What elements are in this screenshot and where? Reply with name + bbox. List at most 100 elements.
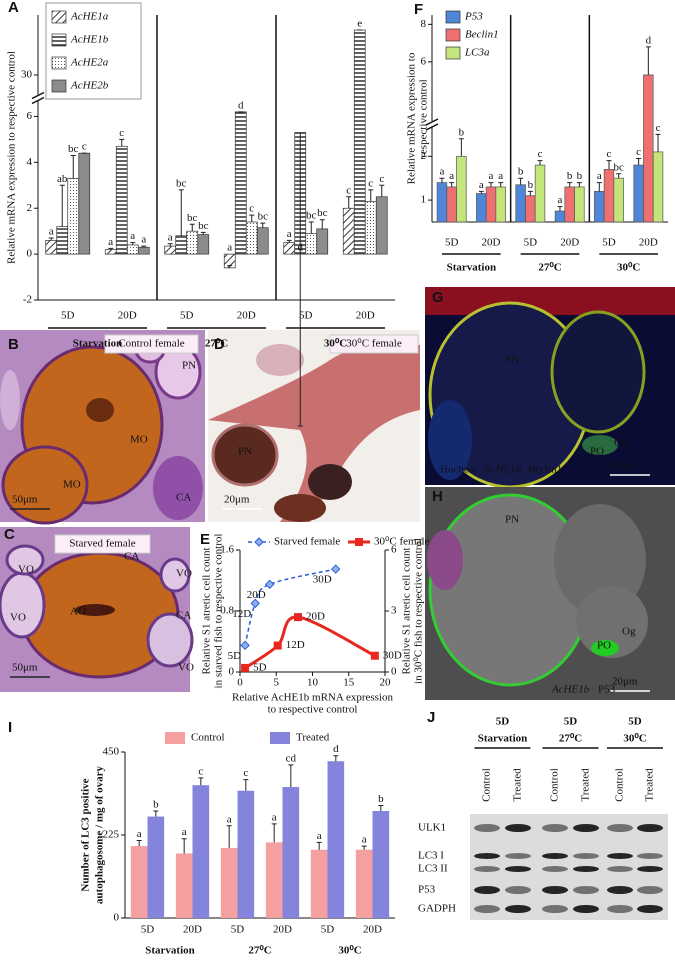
- bar: [554, 210, 566, 223]
- error-bar: [537, 160, 543, 166]
- bar: [175, 853, 193, 918]
- column-condition: 27⁰C: [559, 733, 582, 745]
- significance-letter: c: [636, 146, 641, 158]
- x-tick-label: 5D: [231, 924, 245, 936]
- error-bar: [439, 177, 445, 183]
- legend-label: Starved female: [274, 536, 340, 548]
- bar: [353, 29, 366, 255]
- scale-label: 50μm: [12, 662, 38, 674]
- error-bar: [361, 845, 367, 850]
- error-bar: [449, 182, 455, 187]
- legend-swatch: [165, 732, 185, 744]
- x-axis-title: Relative AcHE1b mRNA expression: [232, 692, 394, 704]
- significance-letter: bc: [198, 220, 209, 232]
- x-tick-label: 20: [380, 677, 392, 689]
- bar: [375, 196, 388, 255]
- series-line: [244, 615, 376, 670]
- row-label: LC3 II: [418, 863, 448, 875]
- significance-letter: c: [119, 127, 124, 139]
- x-tick-label: 5D: [445, 237, 459, 249]
- error-bar: [527, 190, 533, 196]
- point: [240, 640, 250, 651]
- significance-letter: a: [227, 242, 232, 254]
- x-tick-label: 20D: [118, 310, 137, 322]
- significance-letter: a: [597, 170, 602, 182]
- error-bar: [200, 231, 206, 235]
- axis-break: [425, 118, 439, 126]
- x-tick-label: 20D: [482, 237, 501, 249]
- significance-letter: c: [198, 765, 203, 777]
- significance-letter: b: [567, 170, 573, 182]
- significance-letter: bc: [258, 211, 269, 223]
- column-condition: Starvation: [478, 733, 528, 745]
- bar: [256, 227, 269, 255]
- x-tick-label: 5D: [299, 310, 313, 322]
- y-axis-title: in 30⁰C fish to respective control: [413, 538, 425, 684]
- legend-swatch: [51, 79, 67, 93]
- error-bar: [378, 804, 384, 812]
- lane-label: Control: [614, 768, 626, 802]
- column-condition: 30⁰C: [623, 733, 646, 745]
- tissue: [274, 494, 326, 522]
- significance-letter: a: [287, 228, 292, 240]
- group-label: 30⁰C: [324, 338, 347, 350]
- tissue: [5, 544, 45, 576]
- structure-label: MO: [63, 479, 81, 491]
- significance-letter: c: [368, 177, 373, 189]
- tissue: [425, 287, 675, 315]
- legend-swatch: [51, 33, 67, 47]
- bar: [613, 177, 624, 223]
- significance-letter: a: [489, 170, 494, 182]
- lane-label: Treated: [580, 768, 592, 802]
- significance-letter: bc: [306, 210, 317, 222]
- structure-label: AO: [70, 606, 86, 618]
- significance-letter: bc: [317, 207, 328, 219]
- point-label: 5D: [228, 650, 242, 662]
- panel-letter: J: [427, 709, 435, 726]
- band: [505, 824, 531, 832]
- bar: [126, 244, 139, 255]
- bar: [316, 228, 329, 255]
- significance-letter: d: [297, 242, 303, 254]
- y-axis-title: Relative S1 atretic cell count: [201, 547, 213, 674]
- band: [505, 905, 531, 913]
- significance-letter: a: [449, 170, 454, 182]
- tissue: [582, 435, 618, 455]
- structure-label: Og: [614, 437, 628, 449]
- error-bar: [316, 841, 322, 850]
- point: [265, 579, 275, 590]
- error-bar: [498, 182, 504, 187]
- legend-label: AcHE1b: [70, 34, 109, 46]
- band: [474, 853, 500, 859]
- row-label: P53: [418, 884, 436, 896]
- panel-letter: B: [8, 336, 19, 353]
- point-label: 20D: [247, 589, 266, 601]
- lane-label: Treated: [512, 768, 524, 802]
- structure-label: PN: [238, 446, 252, 458]
- column-time: 5D: [628, 716, 642, 728]
- band: [637, 824, 663, 832]
- legend-swatch: [445, 46, 461, 60]
- error-bar: [167, 243, 173, 247]
- error-bar: [606, 160, 612, 170]
- bar: [265, 842, 283, 918]
- y-axis-title: Relative S1 atretic cell count: [401, 547, 413, 674]
- legend-swatch: [445, 28, 461, 42]
- channel-label: Beclin1: [528, 464, 562, 476]
- scale-label: 20μm: [612, 460, 638, 472]
- channel-label: Hochest: [440, 464, 476, 476]
- y-tick-label: 2: [421, 150, 427, 162]
- significance-letter: b: [459, 126, 465, 138]
- row-label: GADPH: [418, 903, 456, 915]
- structure-label: VO: [178, 662, 194, 674]
- x-tick-label: 20D: [237, 310, 256, 322]
- legend-label: P53: [464, 11, 483, 23]
- y-tick-label: 0: [114, 912, 120, 924]
- legend-marker: [254, 537, 264, 547]
- point-label: 5D: [253, 661, 267, 673]
- significance-letter: a: [272, 811, 277, 823]
- axis-break-gap: [428, 121, 436, 127]
- micrograph-title: Starved female: [69, 538, 135, 550]
- band: [637, 853, 663, 859]
- error-bar: [48, 237, 54, 241]
